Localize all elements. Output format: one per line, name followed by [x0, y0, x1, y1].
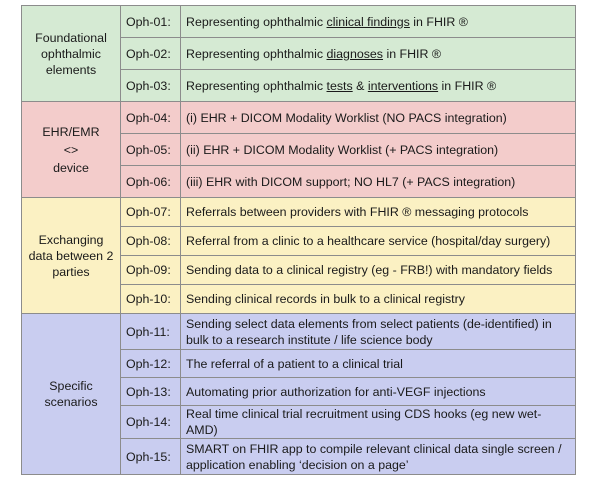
table-row: Foundational ophthalmic elements Oph-01:…	[21, 5, 576, 102]
table-row: Specific scenarios Oph-11: Sending selec…	[21, 313, 576, 475]
use-case-description: Sending select data elements from select…	[180, 313, 576, 350]
use-case-code: Oph-12:	[120, 349, 181, 378]
use-case-code: Oph-11:	[120, 313, 181, 350]
use-case-description: Sending clinical records in bulk to a cl…	[180, 284, 576, 314]
use-case-code: Oph-09:	[120, 255, 181, 285]
table-row: Oph-09: Sending data to a clinical regis…	[22, 255, 576, 285]
use-case-description: Representing ophthalmic tests & interven…	[180, 69, 576, 102]
use-case-table: Foundational ophthalmic elements Oph-01:…	[21, 5, 576, 475]
use-case-code: Oph-06:	[120, 165, 181, 198]
table-row: Oph-02: Representing ophthalmic diagnose…	[22, 37, 576, 70]
table-row: Oph-15: SMART on FHIR app to compile rel…	[22, 438, 576, 475]
use-case-code: Oph-01:	[120, 5, 181, 38]
category-cell: Specific scenarios	[21, 313, 121, 475]
table-row: Oph-05: (ii) EHR + DICOM Modality Workli…	[22, 133, 576, 166]
table-row: Oph-14: Real time clinical trial recruit…	[22, 405, 576, 439]
use-case-description: (i) EHR + DICOM Modality Worklist (NO PA…	[180, 101, 576, 134]
use-case-code: Oph-08:	[120, 226, 181, 256]
table-row: Oph-06: (iii) EHR with DICOM support; NO…	[22, 165, 576, 198]
use-case-description: Referral from a clinic to a healthcare s…	[180, 226, 576, 256]
use-case-description: (ii) EHR + DICOM Modality Worklist (+ PA…	[180, 133, 576, 166]
use-case-code: Oph-13:	[120, 377, 181, 406]
use-case-description: Representing ophthalmic clinical finding…	[180, 5, 576, 38]
use-case-description: Real time clinical trial recruitment usi…	[180, 405, 576, 439]
category-cell: Exchanging data between 2 parties	[21, 197, 121, 314]
use-case-description: SMART on FHIR app to compile relevant cl…	[180, 438, 576, 475]
use-case-code: Oph-14:	[120, 405, 181, 439]
table-row: Exchanging data between 2 parties Oph-07…	[21, 197, 576, 314]
table-row: Oph-12: The referral of a patient to a c…	[22, 349, 576, 378]
use-case-code: Oph-07:	[120, 197, 181, 227]
category-cell: Foundational ophthalmic elements	[21, 5, 121, 102]
use-case-code: Oph-03:	[120, 69, 181, 102]
category-cell: EHR/EMR <> device	[21, 101, 121, 198]
use-case-code: Oph-04:	[120, 101, 181, 134]
use-case-description: The referral of a patient to a clinical …	[180, 349, 576, 378]
use-case-description: (iii) EHR with DICOM support; NO HL7 (+ …	[180, 165, 576, 198]
table-row: Oph-10: Sending clinical records in bulk…	[22, 284, 576, 314]
table-row: Oph-03: Representing ophthalmic tests & …	[22, 69, 576, 102]
use-case-description: Automating prior authorization for anti-…	[180, 377, 576, 406]
use-case-description: Representing ophthalmic diagnoses in FHI…	[180, 37, 576, 70]
use-case-code: Oph-15:	[120, 438, 181, 475]
table-row: Oph-08: Referral from a clinic to a heal…	[22, 226, 576, 256]
use-case-code: Oph-02:	[120, 37, 181, 70]
use-case-description: Referrals between providers with FHIR ® …	[180, 197, 576, 227]
use-case-code: Oph-10:	[120, 284, 181, 314]
use-case-description: Sending data to a clinical registry (eg …	[180, 255, 576, 285]
table-row: Oph-13: Automating prior authorization f…	[22, 377, 576, 406]
use-case-code: Oph-05:	[120, 133, 181, 166]
table-row: EHR/EMR <> device Oph-04: (i) EHR + DICO…	[21, 101, 576, 198]
